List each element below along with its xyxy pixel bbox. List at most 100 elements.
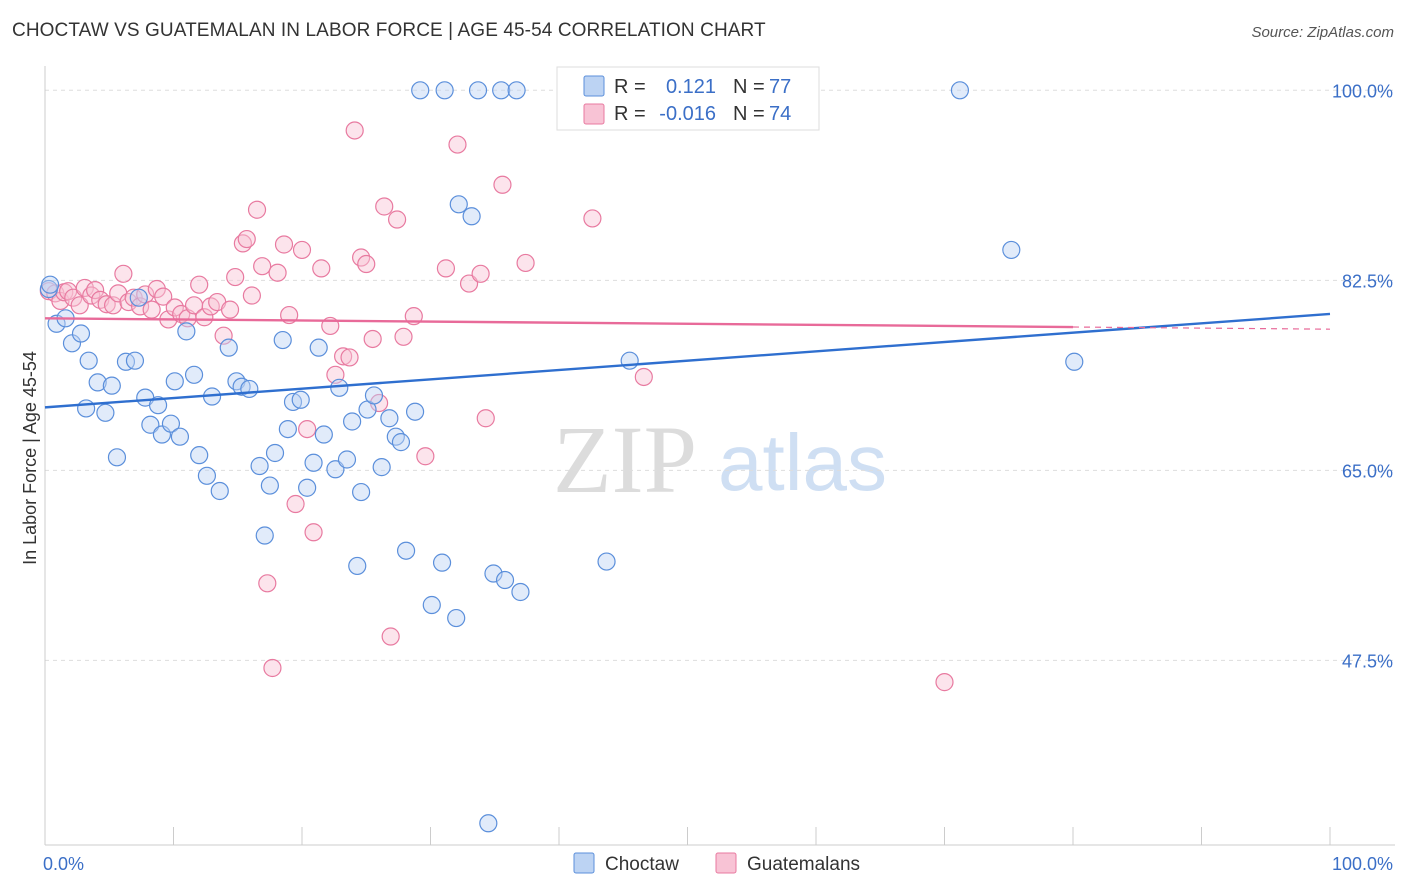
choctaw-point <box>337 450 357 469</box>
x-tick-label-max: 100.0% <box>1332 854 1393 874</box>
choctaw-point <box>1002 240 1021 260</box>
choctaw-point <box>240 379 259 399</box>
guatemalans-point <box>634 367 653 387</box>
choctaw-point <box>432 553 452 572</box>
guatemalans-point <box>226 267 245 287</box>
guatemalans-point <box>476 409 495 428</box>
choctaw-point <box>96 403 115 422</box>
choctaw-points <box>39 81 1084 833</box>
tick-labels: 47.5% 65.0% 82.5% 100.0% 0.0% 100.0% <box>43 81 1393 874</box>
legend-r-label: R = <box>614 103 646 125</box>
choctaw-point <box>422 595 441 615</box>
legend-n-guatemalans: 74 <box>769 103 791 125</box>
choctaw-point <box>304 453 323 472</box>
choctaw-point <box>1065 352 1084 371</box>
choctaw-point <box>79 351 98 370</box>
choctaw-point <box>102 376 121 395</box>
choctaw-point <box>148 396 168 415</box>
guatemalans-point <box>286 494 305 514</box>
series-legend: Choctaw Guatemalans <box>573 852 860 875</box>
y-tick-label: 47.5% <box>1342 651 1393 671</box>
guatemalans-point <box>104 296 123 315</box>
choctaw-point <box>492 81 511 100</box>
guatemalans-point <box>304 523 323 542</box>
guatemalans-point <box>214 326 233 345</box>
choctaw-point <box>210 481 229 501</box>
source-credit: Source: ZipAtlas.com <box>1251 24 1394 41</box>
legend-swatch-guatemalans <box>583 103 605 125</box>
choctaw-point <box>265 443 285 463</box>
choctaw-point <box>435 81 454 100</box>
choctaw-point <box>314 425 333 444</box>
guatemalans-trend-extension <box>1072 326 1331 330</box>
choctaw-point <box>364 386 384 405</box>
guatemalans-point <box>471 264 490 283</box>
choctaw-point <box>161 414 181 433</box>
guatemalans-point <box>345 121 364 140</box>
guatemalans-point <box>436 259 456 278</box>
guatemalans-point <box>381 627 400 646</box>
choctaw-point <box>77 399 96 418</box>
guatemalans-point <box>64 288 83 307</box>
choctaw-point <box>380 409 399 428</box>
guatemalans-point <box>247 200 267 219</box>
guatemalans-point <box>190 275 209 294</box>
choctaw-point <box>326 460 345 479</box>
choctaw-point <box>462 207 481 226</box>
guatemalans-point <box>357 254 376 274</box>
choctaw-point <box>447 608 466 628</box>
choctaw-point <box>88 373 107 392</box>
choctaw-point <box>278 419 297 439</box>
choctaw-point <box>620 351 639 370</box>
guatemalans-point <box>363 329 382 349</box>
y-tick-label: 82.5% <box>1342 271 1393 291</box>
guatemalans-point <box>258 574 277 593</box>
guatemalans-trend-line <box>44 317 1074 329</box>
series-legend-swatch-guatemalans <box>715 852 737 874</box>
choctaw-point <box>468 81 488 100</box>
guatemalans-point <box>253 257 272 276</box>
y-tick-label: 100.0% <box>1332 81 1393 101</box>
legend-n-label: N = <box>733 103 765 125</box>
choctaw-point <box>177 322 196 341</box>
choctaw-point <box>330 378 349 397</box>
series-legend-guatemalans: Guatemalans <box>747 854 860 875</box>
guatemalans-point <box>70 296 89 315</box>
legend-r-label: R = <box>614 76 646 98</box>
choctaw-point <box>184 365 204 384</box>
y-axis-label: In Labor Force | Age 45-54 <box>20 351 40 565</box>
choctaw-point <box>449 195 468 214</box>
choctaw-point <box>405 402 425 421</box>
choctaw-point <box>386 427 405 446</box>
guatemalans-point <box>935 673 954 692</box>
guatemalans-point <box>516 253 535 273</box>
x-tick-label-min: 0.0% <box>43 854 84 874</box>
choctaw-point <box>255 526 274 545</box>
choctaw-point <box>396 541 416 560</box>
choctaw-point <box>107 448 127 467</box>
guatemalans-point <box>242 286 261 305</box>
y-tick-label: 65.0% <box>1342 461 1393 481</box>
watermark-atlas: atlas <box>718 418 887 507</box>
choctaw-point <box>597 552 616 571</box>
guatemalans-point <box>416 447 435 466</box>
legend-r-choctaw: 0.121 <box>666 76 716 98</box>
choctaw-point <box>495 570 515 590</box>
guatemalans-points <box>39 121 954 692</box>
choctaw-point <box>950 81 970 100</box>
guatemalans-point <box>298 419 317 439</box>
guatemalans-point <box>448 135 467 154</box>
choctaw-point <box>343 412 362 431</box>
correlation-legend: R = 0.121 N = 77 R = -0.016 N = 74 <box>556 66 820 131</box>
guatemalans-point <box>274 235 294 254</box>
guatemalans-point <box>86 280 105 300</box>
guatemalans-point <box>165 298 184 317</box>
watermark-zip: ZIP <box>553 406 697 513</box>
axes <box>44 66 1395 846</box>
choctaw-point <box>309 338 328 357</box>
legend-r-guatemalans: -0.016 <box>659 103 716 125</box>
choctaw-point <box>71 324 91 343</box>
choctaw-point <box>348 556 367 576</box>
guatemalans-point <box>334 347 353 366</box>
